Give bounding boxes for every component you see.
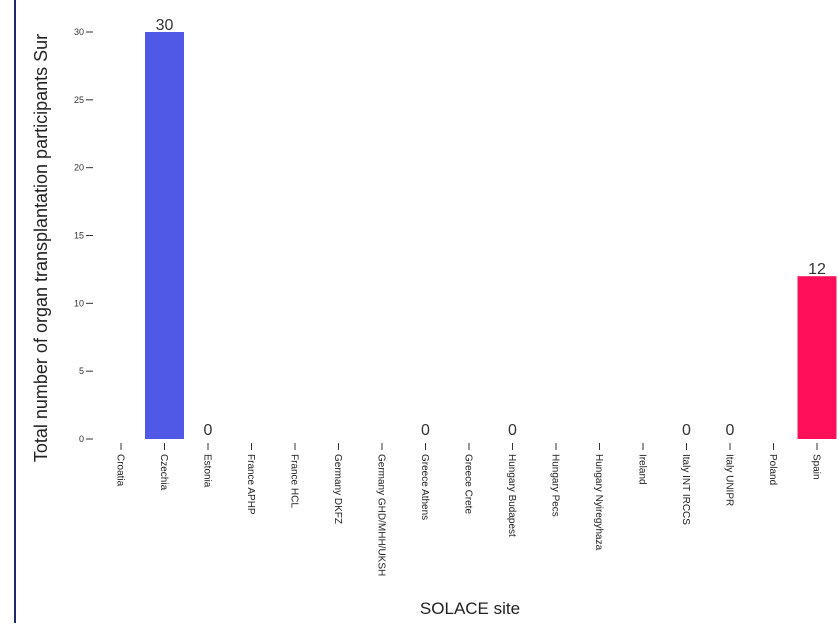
x-tick-label: Hungary Budapest xyxy=(506,454,517,537)
x-tick-label: Czechia xyxy=(158,454,169,491)
y-tick-label: 25 xyxy=(74,95,84,105)
y-tick-label: 30 xyxy=(74,27,84,37)
y-axis-label: Total number of organ transplantation pa… xyxy=(31,34,51,462)
y-tick-label: 20 xyxy=(74,163,84,173)
x-tick-label: Germany DKFZ xyxy=(332,454,343,524)
x-tick-label: Germany GHD/MHH/UKSH xyxy=(376,454,387,576)
bar-value-label: 0 xyxy=(726,422,735,439)
x-tick-label: Spain xyxy=(811,454,822,480)
y-tick-label: 15 xyxy=(74,231,84,241)
bar-value-label: 30 xyxy=(156,17,174,34)
bars: 30 0 0 0 0 0 12 xyxy=(145,17,837,439)
bar-value-label: 0 xyxy=(204,422,213,439)
left-border xyxy=(14,0,16,623)
bar xyxy=(797,276,837,439)
x-tick-label: France HCL xyxy=(289,454,300,508)
x-tick-label: Hungary Pecs xyxy=(550,454,561,517)
bar-value-label: 0 xyxy=(421,422,430,439)
x-tick-label: Italy INT IRCCS xyxy=(680,454,691,525)
bar-value-label: 0 xyxy=(682,422,691,439)
x-axis: Croatia Czechia Estonia France APHP France H… xyxy=(115,443,822,576)
x-tick-label: Greece Athens xyxy=(419,454,430,520)
x-tick-label: France APHP xyxy=(245,454,256,515)
x-tick-label: Croatia xyxy=(115,454,126,487)
y-tick-label: 10 xyxy=(74,298,84,308)
y-axis: 0 5 10 15 20 25 30 xyxy=(74,27,93,444)
bar-value-label: 0 xyxy=(508,422,517,439)
x-tick-label: Greece Crete xyxy=(463,454,474,514)
y-tick-label: 0 xyxy=(79,434,84,444)
bar-value-label: 12 xyxy=(808,261,826,278)
x-axis-label: SOLACE site xyxy=(420,599,520,618)
x-tick-label: Estonia xyxy=(202,454,213,488)
y-tick-label: 5 xyxy=(79,366,84,376)
x-tick-label: Italy UNIPR xyxy=(724,454,735,506)
x-tick-label: Ireland xyxy=(637,454,648,485)
x-tick-label: Hungary Nyiregyhaza xyxy=(593,454,604,551)
x-tick-label: Poland xyxy=(767,454,778,485)
bar xyxy=(145,32,184,439)
